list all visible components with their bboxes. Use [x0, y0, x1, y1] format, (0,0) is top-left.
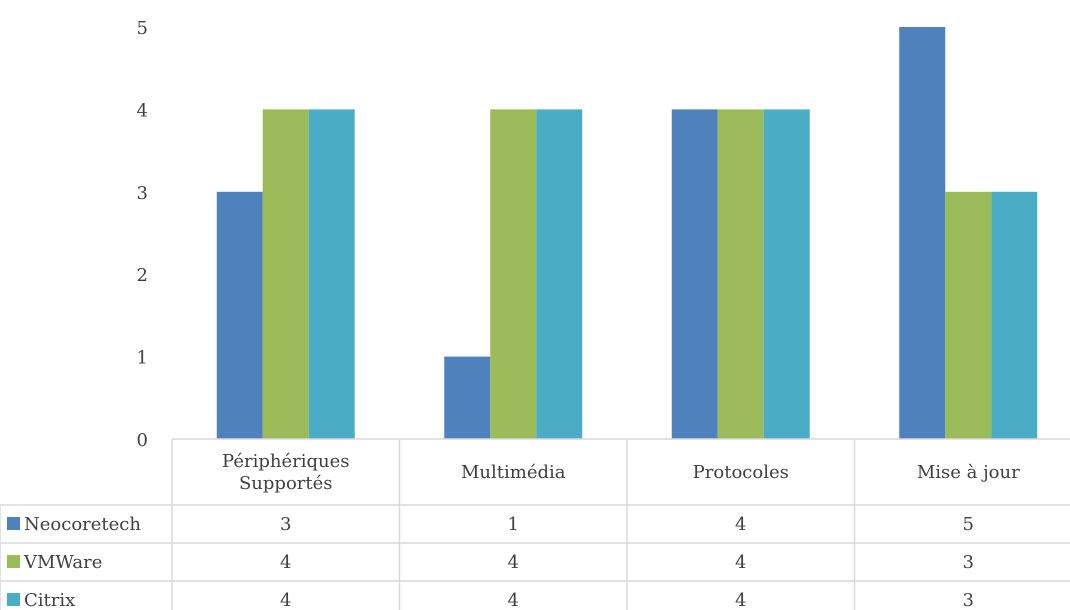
- y-tick-label: 2: [137, 265, 148, 286]
- table-cell-value: 3: [963, 552, 974, 573]
- bar-neocoretech: [671, 109, 718, 440]
- table-cell-value: 3: [963, 590, 974, 610]
- bar-vmware: [262, 109, 309, 440]
- bar-neocoretech: [444, 356, 491, 439]
- y-tick-label: 3: [137, 183, 148, 204]
- category-label: Supportés: [239, 473, 333, 494]
- table-cell-value: 4: [280, 590, 291, 610]
- bar-citrix: [763, 109, 810, 440]
- y-axis: 0 1 2 3 4 5: [137, 18, 148, 451]
- category-label: Mise à jour: [917, 462, 1020, 483]
- bars-group: [216, 27, 1038, 440]
- y-tick-label: 4: [137, 100, 148, 121]
- bar-neocoretech: [216, 191, 263, 439]
- series-name: VMWare: [23, 552, 102, 573]
- y-tick-label: 5: [137, 18, 148, 39]
- bar-neocoretech: [899, 27, 946, 439]
- table-cell-value: 4: [508, 552, 519, 573]
- y-tick-label: 0: [137, 430, 148, 451]
- table-cell-value: 4: [735, 552, 746, 573]
- legend-swatch: [7, 593, 20, 606]
- table-cell-value: 4: [735, 514, 746, 535]
- bar-citrix: [308, 109, 355, 440]
- bar-vmware: [945, 191, 992, 439]
- table-cell-value: 4: [735, 590, 746, 610]
- table-cell-value: 4: [508, 590, 519, 610]
- legend-swatch: [7, 555, 20, 568]
- table-cell-value: 4: [280, 552, 291, 573]
- bar-citrix: [536, 109, 583, 440]
- table-cell-value: 5: [963, 514, 974, 535]
- category-label: Multimédia: [461, 462, 566, 483]
- table-cell-value: 3: [280, 514, 291, 535]
- legend-swatch: [7, 517, 20, 530]
- category-label: Protocoles: [693, 462, 789, 483]
- bar-vmware: [717, 109, 764, 440]
- bar-citrix: [991, 191, 1038, 439]
- table-cell-value: 1: [508, 514, 519, 535]
- bar-vmware: [490, 109, 537, 440]
- series-name: Neocoretech: [24, 514, 141, 535]
- series-name: Citrix: [24, 590, 75, 610]
- y-tick-label: 1: [137, 348, 148, 369]
- category-label: Périphériques: [222, 451, 349, 472]
